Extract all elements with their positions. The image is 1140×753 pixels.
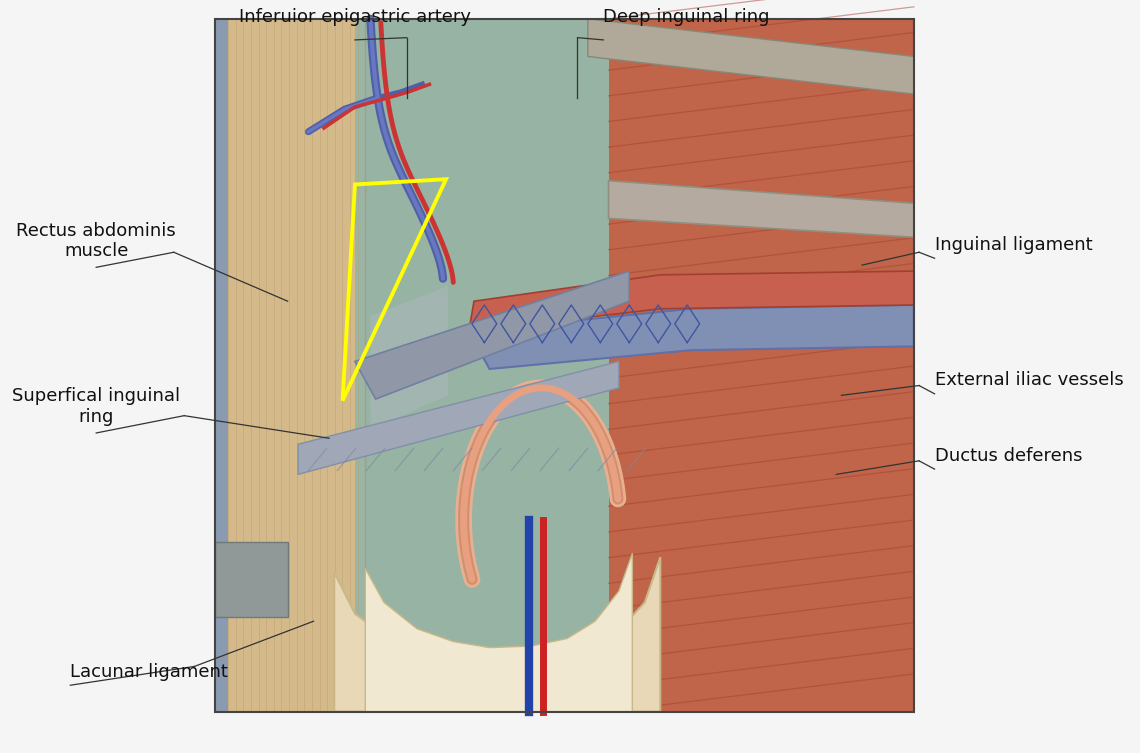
Polygon shape [469,271,914,331]
Bar [215,19,228,712]
Bar [355,19,609,712]
Text: Inferuior epigastric artery: Inferuior epigastric artery [239,8,471,26]
Text: Rectus abdominis
muscle: Rectus abdominis muscle [16,221,176,261]
Text: External iliac vessels: External iliac vessels [935,371,1123,389]
Polygon shape [298,361,619,474]
Polygon shape [355,271,629,399]
Polygon shape [469,305,914,369]
Text: Inguinal ligament: Inguinal ligament [935,236,1092,254]
Polygon shape [334,557,660,712]
Polygon shape [370,286,448,429]
Polygon shape [588,19,914,94]
Text: Deep inguinal ring: Deep inguinal ring [603,8,770,26]
Polygon shape [609,181,914,237]
Bar [215,19,365,712]
Polygon shape [215,542,287,617]
Text: Lacunar ligament: Lacunar ligament [71,663,228,681]
Polygon shape [365,553,633,712]
Text: Ductus deferens: Ductus deferens [935,447,1082,465]
Bar [609,19,914,712]
Text: Superfical inguinal
ring: Superfical inguinal ring [13,387,180,426]
Bar [215,19,914,712]
Bar [215,19,914,712]
